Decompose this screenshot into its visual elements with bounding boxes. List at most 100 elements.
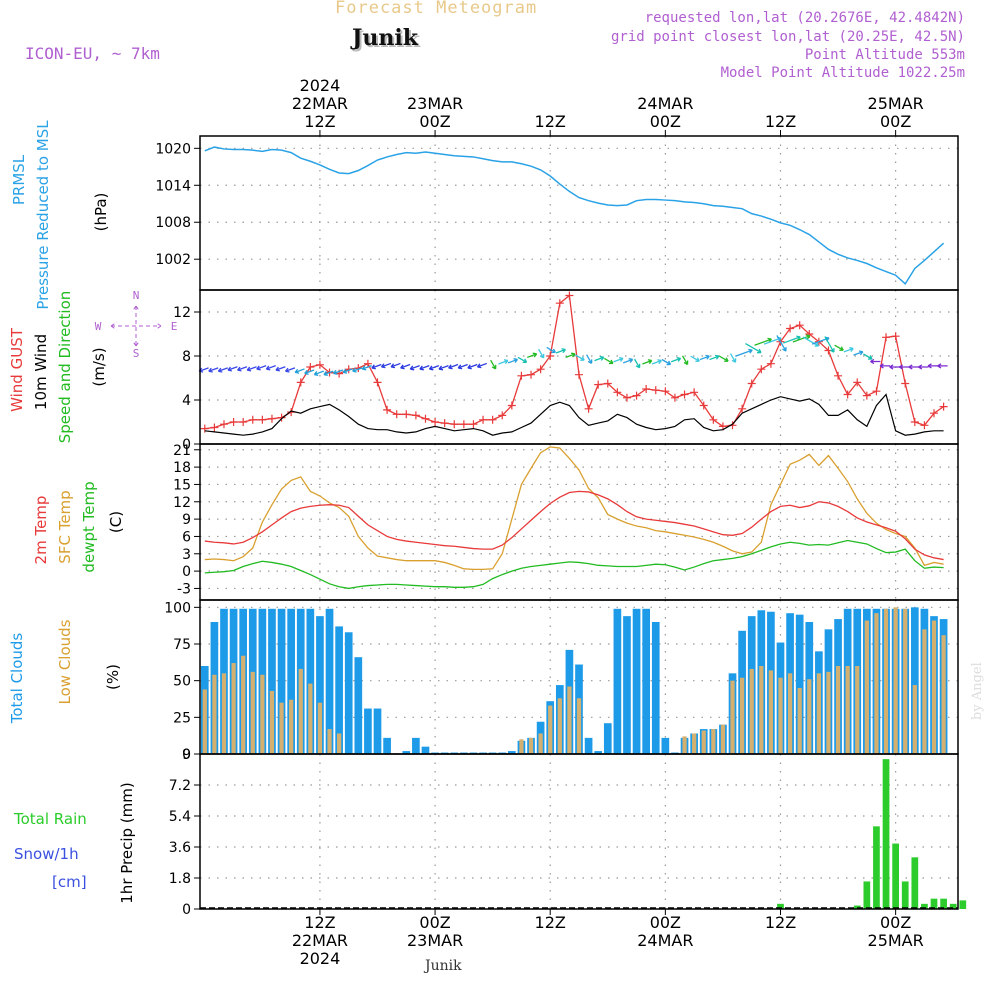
low-cloud-bar xyxy=(922,629,927,754)
wind-arrow xyxy=(661,358,672,366)
gust-point xyxy=(383,405,392,414)
gust-point xyxy=(488,415,497,424)
wind-arrow xyxy=(457,363,468,370)
low-cloud-bar xyxy=(289,699,294,754)
gust-point xyxy=(632,391,641,400)
low-cloud-bar xyxy=(874,613,879,754)
low-cloud-bar xyxy=(548,705,553,754)
total-cloud-bar xyxy=(623,616,631,754)
low-cloud-bar xyxy=(692,733,697,754)
wind-arrow xyxy=(438,365,449,371)
low-cloud-bar xyxy=(759,666,764,754)
gust-point xyxy=(546,352,555,360)
total-cloud-bar xyxy=(603,723,612,754)
gust-point xyxy=(834,371,843,380)
low-cloud-bar xyxy=(826,671,831,754)
low-cloud-bar xyxy=(241,655,246,754)
wind-arrow xyxy=(603,357,614,365)
wind-arrow xyxy=(227,366,238,372)
low-cloud-bar xyxy=(567,686,572,754)
rain-bar xyxy=(930,898,938,909)
wind-arrow xyxy=(853,350,864,356)
wind-arrow xyxy=(709,354,720,361)
wind-arrow xyxy=(824,336,835,353)
wind-arrow xyxy=(792,334,811,343)
wind-arrow xyxy=(323,370,334,376)
y-tick-label-temperature: 6 xyxy=(182,529,191,545)
low-cloud-bar xyxy=(912,685,917,754)
wind-arrow xyxy=(476,362,488,369)
total-cloud-bar xyxy=(421,746,430,754)
gust-point xyxy=(498,411,507,420)
wind-arrow xyxy=(681,355,689,366)
wind-arrow xyxy=(642,359,653,365)
rain-bar xyxy=(959,900,967,909)
model-name: ICON-EU, ~ 7km xyxy=(25,44,160,63)
gust-point xyxy=(536,365,545,374)
gust-point xyxy=(910,418,919,426)
y-tick-label-temperature: 12 xyxy=(173,495,191,511)
y-tick-label-precip: 7.2 xyxy=(169,778,191,794)
wind-arrow xyxy=(217,367,228,373)
wind-arrow xyxy=(863,353,873,360)
total-cloud-bar xyxy=(402,751,411,754)
wind-arrow xyxy=(361,365,372,371)
top-time-label: 22MAR xyxy=(292,94,348,113)
gust-point xyxy=(219,420,228,429)
wind-arrow xyxy=(889,364,900,370)
gust-point xyxy=(411,411,420,420)
pressure-label-1: PRMSL xyxy=(10,154,28,205)
total-cloud-bar xyxy=(613,608,622,754)
sfc-label: SFC Temp xyxy=(56,490,74,563)
pressure-label-2: Pressure Reduced to MSL xyxy=(34,120,52,310)
low-cloud-bar xyxy=(327,729,332,754)
total-cloud-bar xyxy=(373,708,382,754)
low-cloud-bar xyxy=(701,730,706,754)
gust-point xyxy=(402,410,411,419)
wind-arrow xyxy=(332,369,344,375)
gust-point xyxy=(392,410,401,419)
rain-bar xyxy=(863,881,871,909)
rain-bar xyxy=(901,881,909,909)
gust-point xyxy=(872,387,881,396)
wind-arrow xyxy=(237,366,248,372)
wind-arrow xyxy=(651,359,662,365)
wind-arrow xyxy=(670,356,682,363)
wind-arrow xyxy=(304,369,315,375)
compass-e: E xyxy=(171,320,178,333)
wind-arrow xyxy=(294,368,305,374)
gust-point xyxy=(930,409,939,418)
low-cloud-bar xyxy=(730,680,735,754)
wind-arrow xyxy=(719,355,729,362)
y-tick-label-wind: 0 xyxy=(182,437,191,453)
top-time-label: 12Z xyxy=(535,112,566,131)
gust-point xyxy=(527,370,536,379)
wind-arrow xyxy=(409,365,420,371)
wind-arrow xyxy=(735,348,753,357)
requested-location: requested lon,lat (20.2676E, 42.4842N) xyxy=(644,10,965,26)
wind-arrow xyxy=(879,363,891,369)
wind-arrow xyxy=(419,365,430,371)
low-cloud-bar xyxy=(279,702,284,754)
dew-line xyxy=(204,539,944,590)
bottom-time-label: 25MAR xyxy=(868,931,924,950)
dew-label: dewpt Temp xyxy=(80,481,98,572)
low-cloud-bar xyxy=(260,674,265,754)
compass-s: S xyxy=(133,347,140,360)
wind-arrow xyxy=(390,362,401,369)
low-cloud-bar xyxy=(797,688,802,754)
low-cloud-bar xyxy=(787,673,793,754)
top-time-label: 00Z xyxy=(880,112,911,131)
low-cloud-bar xyxy=(749,668,754,754)
y-tick-label-temperature: 18 xyxy=(173,460,191,476)
wind-arrow xyxy=(352,367,363,373)
gust-point xyxy=(306,363,315,371)
low-cloud-bar xyxy=(557,698,562,754)
gust-point xyxy=(939,402,948,411)
low-cloud-bar xyxy=(231,663,236,754)
total-cloud-bar xyxy=(287,608,295,754)
total-cloud-bar xyxy=(632,608,641,754)
gust-point xyxy=(565,291,574,300)
low-cloud-bar xyxy=(720,724,726,754)
low-cloud-bar xyxy=(864,620,869,754)
